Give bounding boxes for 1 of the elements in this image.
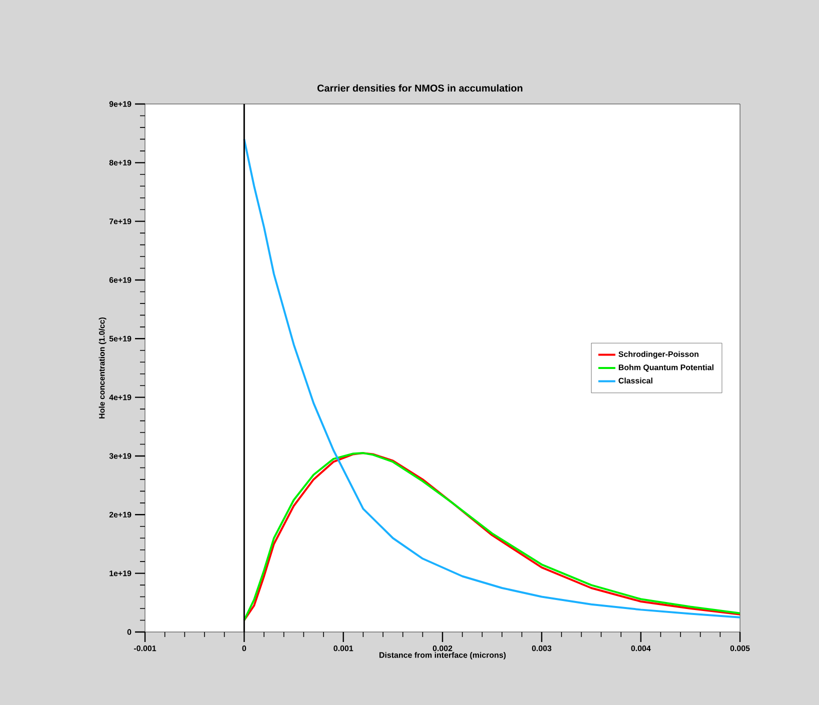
chart-title: Carrier densities for NMOS in accumulation bbox=[317, 84, 522, 92]
